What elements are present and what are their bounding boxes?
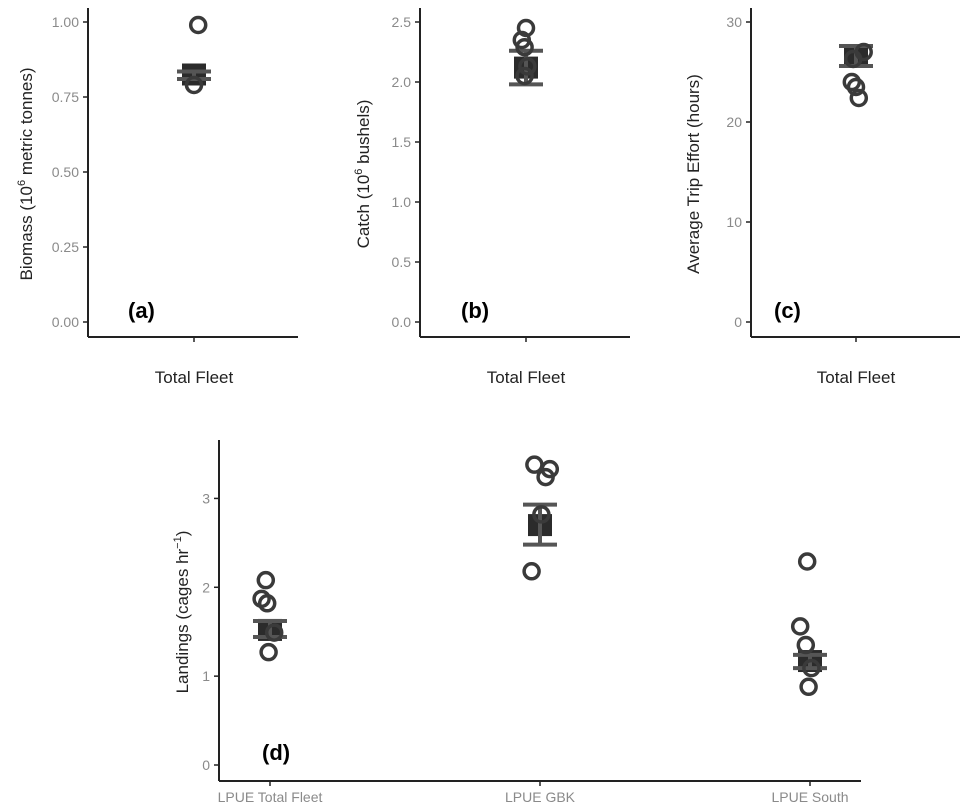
panel-d-data-point	[259, 642, 278, 662]
panel-b-data-point	[518, 57, 537, 76]
panel-b-y-tick-label: 2.5	[392, 14, 412, 30]
panel-b-label: (b)	[461, 298, 489, 323]
panel-a-y-tick-label: 1.00	[52, 14, 79, 30]
panel-d-data-point	[796, 635, 816, 655]
panel-a-y-tick-label: 0.00	[52, 314, 79, 330]
panel-d: Landings (cages hr−1) (d) LPUE Total Fle…	[172, 440, 861, 805]
panel-b-y-tick-label: 1.0	[392, 194, 412, 210]
panel-d-label: (d)	[262, 740, 290, 765]
panel-a-y-tick-label: 0.75	[52, 89, 79, 105]
panel-d-y-tick-label: 1	[202, 668, 210, 684]
panel-d-y-tick-label: 3	[202, 490, 210, 506]
panel-a-x-category-label: Total Fleet	[155, 368, 234, 387]
panel-c-label: (c)	[774, 298, 801, 323]
panel-c-y-tick-label: 10	[726, 214, 742, 230]
panel-d-data-point	[264, 623, 284, 642]
panel-d-data-point	[536, 467, 555, 487]
panel-a-data-point	[188, 15, 208, 35]
panel-a-data-point	[184, 75, 204, 95]
panel-b: Catch (106 bushels) (b) Total Fleet 0.0 0…	[353, 8, 630, 387]
panel-c-data-point	[849, 88, 869, 108]
panel-d-data-point	[522, 562, 541, 581]
panel-d-y-tick-label: 2	[202, 579, 210, 595]
panel-c-x-category-label: Total Fleet	[817, 368, 896, 387]
panel-d-data-point	[802, 658, 821, 678]
panel-a-label: (a)	[128, 298, 155, 323]
panel-d-x-category-label-3: LPUE South	[771, 789, 848, 805]
panel-d-data-point	[256, 570, 276, 590]
panel-d-data-point	[797, 552, 817, 571]
panel-b-y-tick-label: 0.0	[392, 314, 412, 330]
panel-c-y-tick-label: 0	[734, 314, 742, 330]
panel-a: Biomass (106 metric tonnes) (a) Total Fl…	[16, 8, 298, 387]
panel-b-y-tick-label: 2.0	[392, 74, 412, 90]
panel-c-data-point	[843, 49, 863, 69]
panel-d-data-point	[790, 617, 810, 636]
panel-b-data-point	[515, 66, 534, 86]
panel-d-x-category-label-1: LPUE Total Fleet	[218, 789, 323, 805]
panel-b-data-point	[515, 37, 534, 57]
panel-d-data-point	[799, 677, 818, 697]
panel-d-data-point	[525, 455, 544, 474]
panel-c-data-point	[846, 77, 866, 97]
panel-b-y-tick-label: 1.5	[392, 134, 412, 150]
panel-d-x-category-label-2: LPUE GBK	[505, 789, 576, 805]
panel-d-y-tick-label: 0	[202, 757, 210, 773]
panel-c-y-title: Average Trip Effort (hours)	[684, 74, 703, 274]
panel-d-data-point	[532, 505, 551, 524]
panel-a-y-title: Biomass (106 metric tonnes)	[16, 67, 36, 280]
panel-c: Average Trip Effort (hours) (c) Total Fl…	[684, 8, 960, 387]
panel-d-data-point	[257, 594, 277, 613]
panel-c-y-tick-label: 20	[726, 114, 742, 130]
panel-c-y-tick-label: 30	[726, 14, 742, 30]
panel-a-y-tick-label: 0.25	[52, 239, 79, 255]
panel-b-y-title: Catch (106 bushels)	[353, 100, 373, 249]
panel-d-y-title: Landings (cages hr−1)	[172, 531, 192, 694]
panel-a-y-tick-label: 0.50	[52, 164, 79, 180]
panel-b-x-category-label: Total Fleet	[487, 368, 566, 387]
panel-b-y-tick-label: 0.5	[392, 254, 412, 270]
